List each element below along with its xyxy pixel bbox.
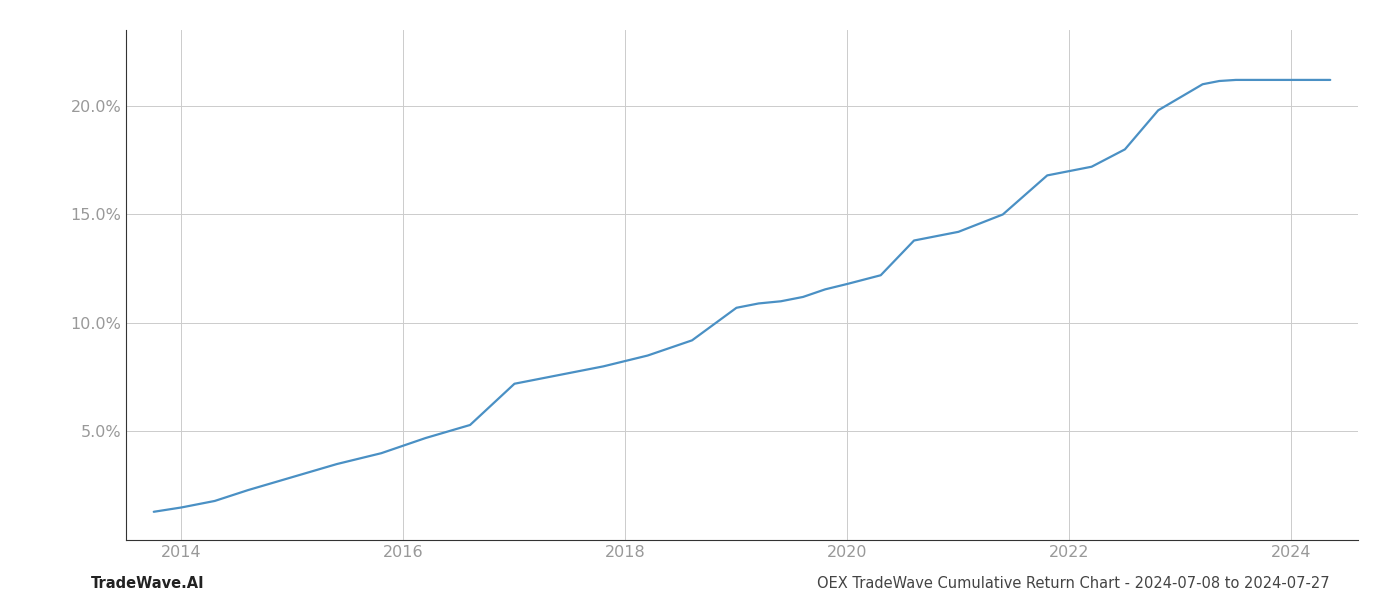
Text: OEX TradeWave Cumulative Return Chart - 2024-07-08 to 2024-07-27: OEX TradeWave Cumulative Return Chart - … (818, 576, 1330, 591)
Text: TradeWave.AI: TradeWave.AI (91, 576, 204, 591)
